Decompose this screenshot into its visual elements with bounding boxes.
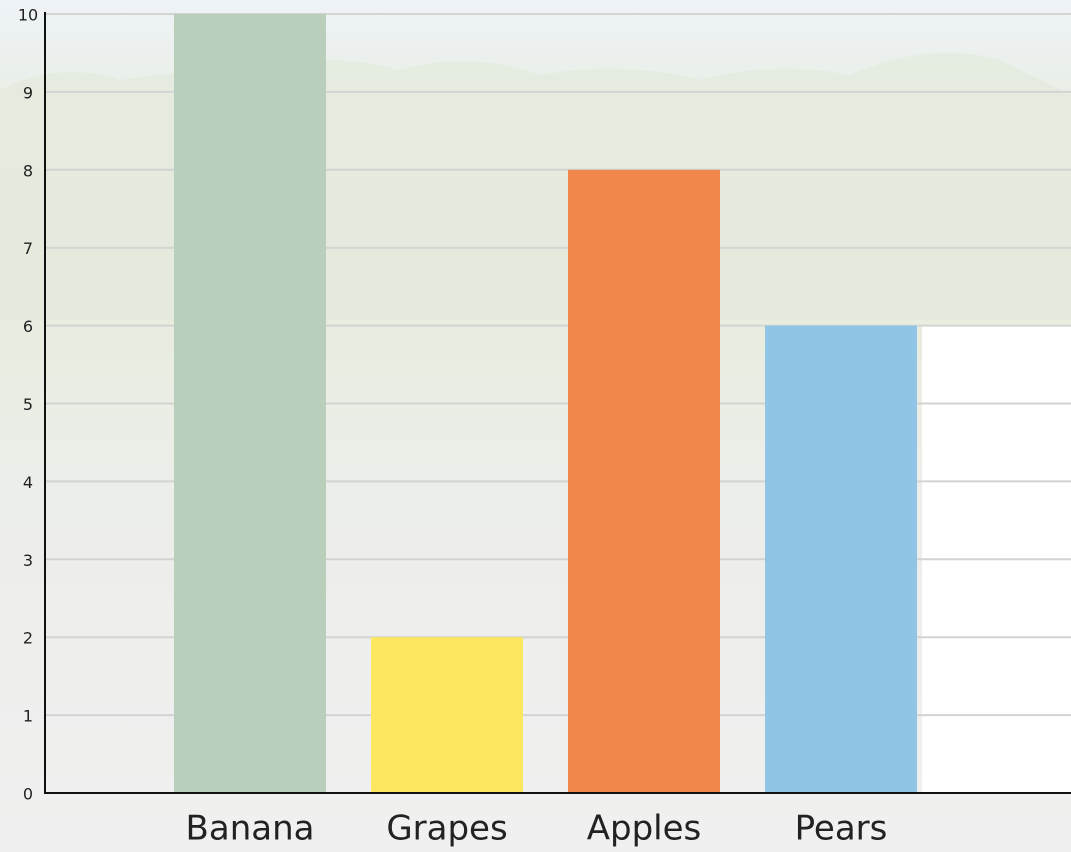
bar [371,637,523,793]
x-tick-label: Pears [795,809,888,849]
x-tick-label: Banana [186,809,315,849]
y-tick-label: 9 [23,83,33,102]
bar [765,325,917,793]
y-tick-label: 6 [23,317,33,336]
y-tick-label: 4 [23,473,33,492]
y-tick-label: 8 [23,161,33,180]
y-tick-label: 3 [23,551,33,570]
y-tick-label: 5 [23,395,33,414]
bar [568,169,720,794]
y-tick-label: 1 [23,707,33,726]
y-tick-label: 2 [23,629,33,648]
x-tick-label: Apples [587,809,702,849]
y-tick-label: 10 [18,6,38,25]
y-tick-label: 0 [23,785,33,804]
x-tick-label: Grapes [386,809,507,849]
bar [174,14,326,793]
bars [174,14,917,794]
y-tick-label: 7 [23,239,33,258]
